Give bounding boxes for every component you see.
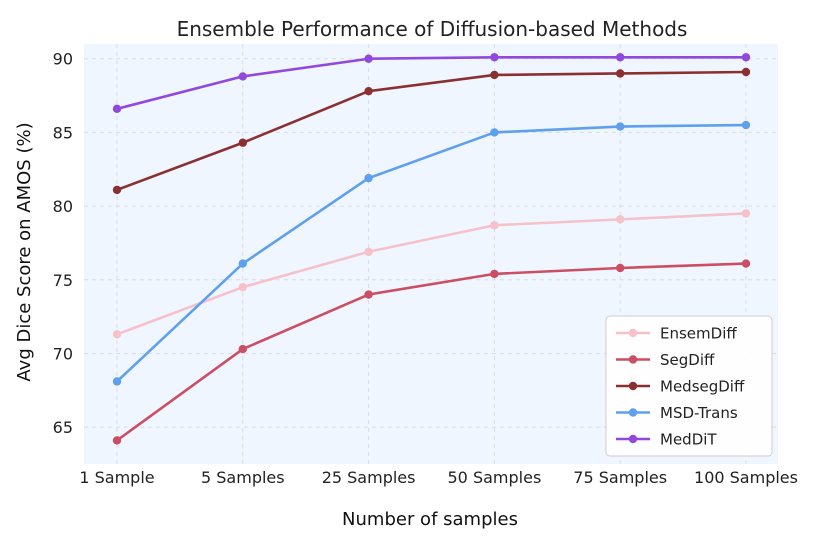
- series-line: [116, 212, 747, 336]
- legend-label: MSD-Trans: [660, 404, 738, 422]
- data-point: [616, 122, 625, 131]
- legend-label: MedsegDiff: [660, 378, 745, 396]
- legend-label: MedDiT: [660, 431, 717, 449]
- legend-box: [605, 315, 773, 457]
- x-tick-label: 100 Samples: [694, 468, 798, 487]
- data-point: [741, 209, 751, 218]
- data-point: [364, 86, 373, 96]
- data-point: [364, 247, 373, 256]
- x-axis-label: Number of samples: [342, 509, 518, 530]
- y-tick-label: 70: [53, 344, 73, 363]
- series-line: [116, 55, 746, 111]
- legend-label: EnsemDiff: [660, 325, 737, 343]
- x-tick-label: 50 Samples: [448, 468, 542, 487]
- series-line: [116, 123, 747, 383]
- data-point: [616, 215, 625, 224]
- series-line: [116, 70, 747, 192]
- data-point: [364, 54, 373, 63]
- legend-label: SegDiff: [660, 351, 715, 369]
- legend-swatch-marker: [628, 434, 638, 444]
- legend-item: EnsemDiff: [616, 325, 737, 343]
- y-tick-label: 75: [53, 271, 73, 290]
- data-point: [112, 104, 122, 114]
- x-tick-label: 75 Samples: [573, 468, 667, 487]
- legend-swatch-marker: [628, 381, 638, 391]
- data-point: [112, 330, 122, 339]
- y-axis-label: Avg Dice Score on AMOS (%): [14, 122, 35, 381]
- data-point: [364, 173, 373, 183]
- y-tick-label: 65: [53, 418, 73, 437]
- series-medsegdiff: [112, 67, 751, 195]
- data-point: [616, 263, 625, 273]
- data-point: [616, 69, 625, 78]
- legend: EnsemDiff SegDiff MedsegDiff MSD-Trans MedDi…: [605, 315, 773, 457]
- data-point: [238, 344, 247, 354]
- data-point: [112, 377, 122, 386]
- y-axis-ticks: 65 70 75 80 85 90: [53, 50, 73, 437]
- series-layer: [112, 53, 751, 445]
- y-tick-label: 90: [53, 50, 73, 69]
- data-point: [490, 70, 499, 80]
- data-point: [364, 290, 373, 299]
- legend-item: MSD-Trans: [616, 404, 738, 422]
- series-meddit: [112, 53, 751, 114]
- data-point: [112, 436, 122, 445]
- legend-swatch-marker: [628, 328, 638, 338]
- data-point: [741, 120, 751, 130]
- x-tick-label: 5 Samples: [201, 468, 285, 487]
- data-point: [741, 53, 751, 62]
- x-tick-label: 1 Sample: [79, 468, 154, 487]
- legend-item: SegDiff: [616, 351, 715, 369]
- x-tick-label: 25 Samples: [322, 468, 416, 487]
- data-point: [490, 221, 499, 230]
- series-segdiff: [112, 259, 751, 445]
- series-line: [116, 262, 747, 442]
- series-ensemdiff: [112, 209, 751, 339]
- data-point: [741, 259, 751, 268]
- legend-item: MedsegDiff: [616, 378, 745, 396]
- y-tick-label: 80: [53, 197, 73, 216]
- y-tick-label: 85: [53, 123, 73, 142]
- data-point: [238, 259, 247, 268]
- data-point: [238, 138, 247, 147]
- legend-swatch-marker: [628, 408, 638, 417]
- data-point: [238, 282, 247, 292]
- legend-swatch-marker: [628, 355, 638, 364]
- data-point: [112, 185, 122, 195]
- data-point: [490, 269, 499, 279]
- data-point: [490, 53, 499, 62]
- data-point: [741, 67, 751, 77]
- x-axis-ticks: 1 Sample 5 Samples 25 Samples 50 Samples 75 …: [79, 468, 798, 487]
- data-point: [238, 72, 247, 81]
- data-point: [616, 53, 625, 62]
- data-point: [490, 128, 499, 137]
- series-msd-trans: [112, 120, 751, 386]
- chart-title: Ensemble Performance of Diffusion-based …: [177, 17, 688, 41]
- legend-item: MedDiT: [616, 431, 717, 449]
